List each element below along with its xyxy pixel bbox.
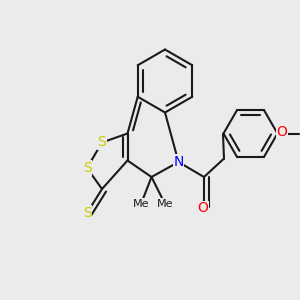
Text: S: S xyxy=(82,206,91,220)
Text: N: N xyxy=(173,155,184,169)
Text: Me: Me xyxy=(133,199,149,209)
Text: O: O xyxy=(277,125,287,139)
Text: S: S xyxy=(82,161,91,175)
Text: O: O xyxy=(197,202,208,215)
Text: Me: Me xyxy=(157,199,173,209)
Text: S: S xyxy=(98,136,106,149)
